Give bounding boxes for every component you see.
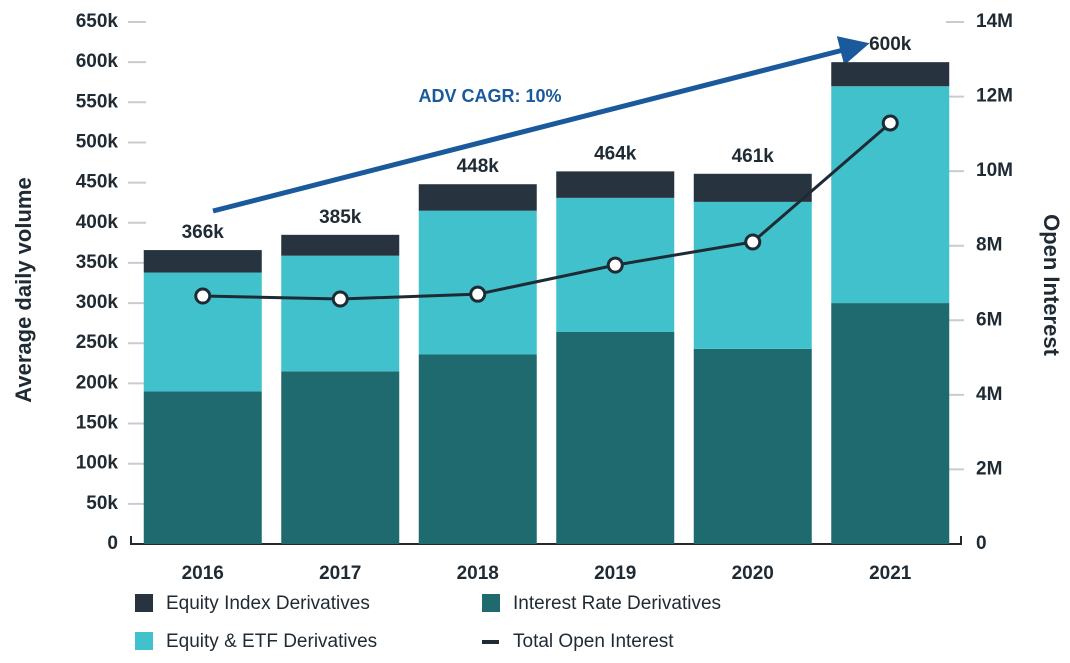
line-marker [469, 285, 487, 303]
y-tick-label: 50k [86, 493, 118, 514]
total-label: 448k [457, 156, 500, 177]
x-tick-label: 2018 [457, 563, 499, 584]
bar-segment [281, 234, 400, 256]
y-tick-label: 300k [76, 292, 119, 313]
annotation: ADV CAGR: 10% [418, 86, 561, 106]
bar-segment [281, 255, 400, 372]
bar-segment [418, 210, 537, 355]
line-marker [606, 256, 624, 274]
y2-tick-label: 2M [976, 458, 1002, 479]
bar-segment [281, 371, 400, 544]
line-marker [881, 114, 899, 132]
y2-tick-label: 0 [976, 533, 987, 554]
y-axis-title: Average daily volume [11, 177, 36, 402]
x-tick-label: 2021 [869, 563, 912, 584]
y-tick-label: 500k [76, 131, 119, 152]
total-label: 464k [594, 143, 637, 164]
total-label: 461k [732, 146, 775, 167]
legend-swatch [135, 594, 153, 612]
total-label: 600k [869, 34, 912, 55]
legend-label: Equity Index Derivatives [166, 593, 370, 614]
y-tick-label: 650k [76, 11, 119, 32]
bar-segment [418, 184, 537, 211]
x-tick-label: 2020 [732, 563, 774, 584]
bar-segment [143, 391, 262, 544]
y2-tick-label: 10M [976, 160, 1013, 181]
legend-swatch [135, 632, 153, 650]
y2-tick-label: 6M [976, 309, 1002, 330]
y-tick-label: 0 [107, 533, 118, 554]
total-label: 385k [319, 207, 362, 228]
bar-segment [143, 250, 262, 273]
legend-label: Interest Rate Derivatives [513, 593, 721, 614]
line-marker [744, 233, 762, 251]
legend-swatch [482, 594, 500, 612]
total-label: 366k [182, 222, 225, 243]
y-tick-label: 200k [76, 372, 119, 393]
x-tick-label: 2019 [594, 563, 636, 584]
y-tick-label: 100k [76, 453, 119, 474]
bar-segment [831, 303, 950, 544]
line-marker [194, 287, 212, 305]
bar-segment [418, 354, 537, 544]
bar-segment [693, 201, 812, 349]
x-tick-label: 2017 [319, 563, 361, 584]
bar-segment [693, 348, 812, 544]
y-tick-label: 350k [76, 252, 119, 273]
bar-segment [556, 171, 675, 198]
line [202, 121, 892, 301]
bar-segment [693, 173, 812, 202]
y2-axis-title: Open Interest [1039, 214, 1064, 356]
legend-swatch [482, 640, 499, 644]
line-marker [331, 290, 349, 308]
bar-segment [831, 62, 950, 87]
y2-tick-label: 4M [976, 384, 1002, 405]
y2-tick-label: 14M [976, 11, 1013, 32]
bar-segment [556, 331, 675, 544]
y-tick-label: 450k [76, 172, 119, 193]
y2-tick-label: 8M [976, 235, 1002, 256]
legend-label: Total Open Interest [513, 631, 674, 652]
y-tick-label: 150k [76, 413, 119, 434]
legend: Equity Index Derivatives Equity & ETF De… [135, 593, 721, 652]
y-tick-label: 250k [76, 332, 119, 353]
cagr-arrow [212, 36, 870, 214]
y-tick-label: 600k [76, 51, 119, 72]
legend-label: Equity & ETF Derivatives [166, 631, 377, 652]
y2-tick-label: 12M [976, 86, 1013, 107]
x-tick-label: 2016 [182, 563, 224, 584]
y-tick-label: 550k [76, 91, 119, 112]
y-tick-label: 400k [76, 212, 119, 233]
